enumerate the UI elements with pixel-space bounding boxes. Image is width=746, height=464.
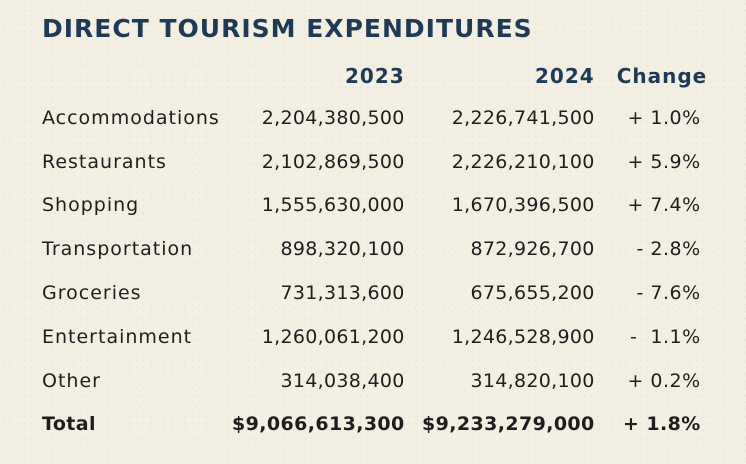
row-2023-value: 1,260,061,200 — [261, 325, 405, 348]
row-2023-value: 2,204,380,500 — [261, 106, 405, 129]
header-change: Change — [595, 56, 708, 96]
row-change-value: - 1.1% — [629, 325, 701, 348]
row-category: Transportation — [42, 238, 194, 261]
table-row: Transportation 898,320,100 872,926,700 -… — [42, 227, 701, 271]
table-row: Restaurants 2,102,869,500 2,226,210,100 … — [42, 140, 701, 184]
row-category: Groceries — [42, 282, 142, 305]
row-2023-value: 314,038,400 — [280, 369, 405, 392]
header-change-label: Change — [616, 64, 708, 88]
header-2024: 2024 — [535, 64, 595, 88]
header-category — [42, 56, 232, 96]
total-label: Total — [42, 413, 96, 436]
row-category: Other — [42, 369, 101, 392]
table-row: Groceries 731,313,600 675,655,200 - 7.6% — [42, 271, 701, 315]
row-change-value: + 0.2% — [627, 369, 701, 392]
row-category: Restaurants — [42, 150, 167, 173]
row-2024-value: 675,655,200 — [470, 282, 595, 305]
table-row: Other 314,038,400 314,820,100 + 0.2% — [42, 359, 701, 403]
row-2023-value: 2,102,869,500 — [261, 150, 405, 173]
total-2024-value: $9,233,279,000 — [422, 413, 595, 436]
row-change-cell: + 7.4% — [595, 184, 701, 228]
total-row: Total $9,066,613,300 $9,233,279,000 + 1.… — [42, 403, 701, 447]
row-category: Shopping — [42, 194, 140, 217]
row-2023-value: 731,313,600 — [280, 282, 405, 305]
table-row: Shopping 1,555,630,000 1,670,396,500 + 7… — [42, 184, 701, 228]
row-change-cell: - 7.6% — [595, 271, 701, 315]
row-2024-value: 2,226,210,100 — [451, 150, 595, 173]
row-change-value: + 1.0% — [627, 106, 701, 129]
total-change-value: + 1.8% — [623, 413, 701, 436]
row-change-value: - 2.8% — [636, 238, 701, 261]
row-change-cell: - 2.8% — [595, 227, 701, 271]
row-2024-value: 314,820,100 — [470, 369, 595, 392]
row-change-cell: + 5.9% — [595, 140, 701, 184]
row-category: Entertainment — [42, 325, 193, 348]
row-change-value: - 7.6% — [636, 282, 701, 305]
table-header-row: 2023 2024 Change — [42, 56, 708, 96]
table-row: Entertainment 1,260,061,200 1,246,528,90… — [42, 315, 701, 359]
row-2024-value: 2,226,741,500 — [451, 106, 595, 129]
row-change-value: + 7.4% — [627, 194, 701, 217]
total-2023-value: $9,066,613,300 — [232, 413, 405, 436]
row-2024-value: 1,670,396,500 — [451, 194, 595, 217]
page-title: DIRECT TOURISM EXPENDITURES — [42, 14, 533, 43]
row-change-value: + 5.9% — [627, 150, 701, 173]
header-2023: 2023 — [345, 64, 405, 88]
row-change-cell: + 0.2% — [595, 359, 701, 403]
row-change-cell: - 1.1% — [595, 315, 701, 359]
table-row: Accommodations 2,204,380,500 2,226,741,5… — [42, 96, 701, 140]
row-category: Accommodations — [42, 106, 220, 129]
row-2023-value: 898,320,100 — [280, 238, 405, 261]
row-2023-value: 1,555,630,000 — [261, 194, 405, 217]
total-change-cell: + 1.8% — [595, 403, 701, 447]
row-2024-value: 872,926,700 — [470, 238, 595, 261]
expenditures-table: 2023 2024 Change Accommodations 2,204,38… — [42, 56, 708, 447]
row-change-cell: + 1.0% — [595, 96, 701, 140]
row-2024-value: 1,246,528,900 — [451, 325, 595, 348]
